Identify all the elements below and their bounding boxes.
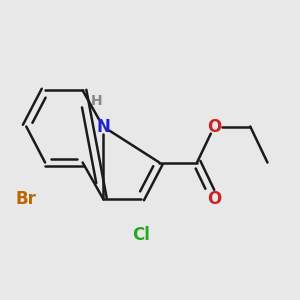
Text: H: H xyxy=(91,94,103,108)
Text: O: O xyxy=(207,190,221,208)
Text: N: N xyxy=(96,118,110,136)
Text: Br: Br xyxy=(16,190,37,208)
Text: O: O xyxy=(207,118,221,136)
Text: Cl: Cl xyxy=(132,226,149,244)
